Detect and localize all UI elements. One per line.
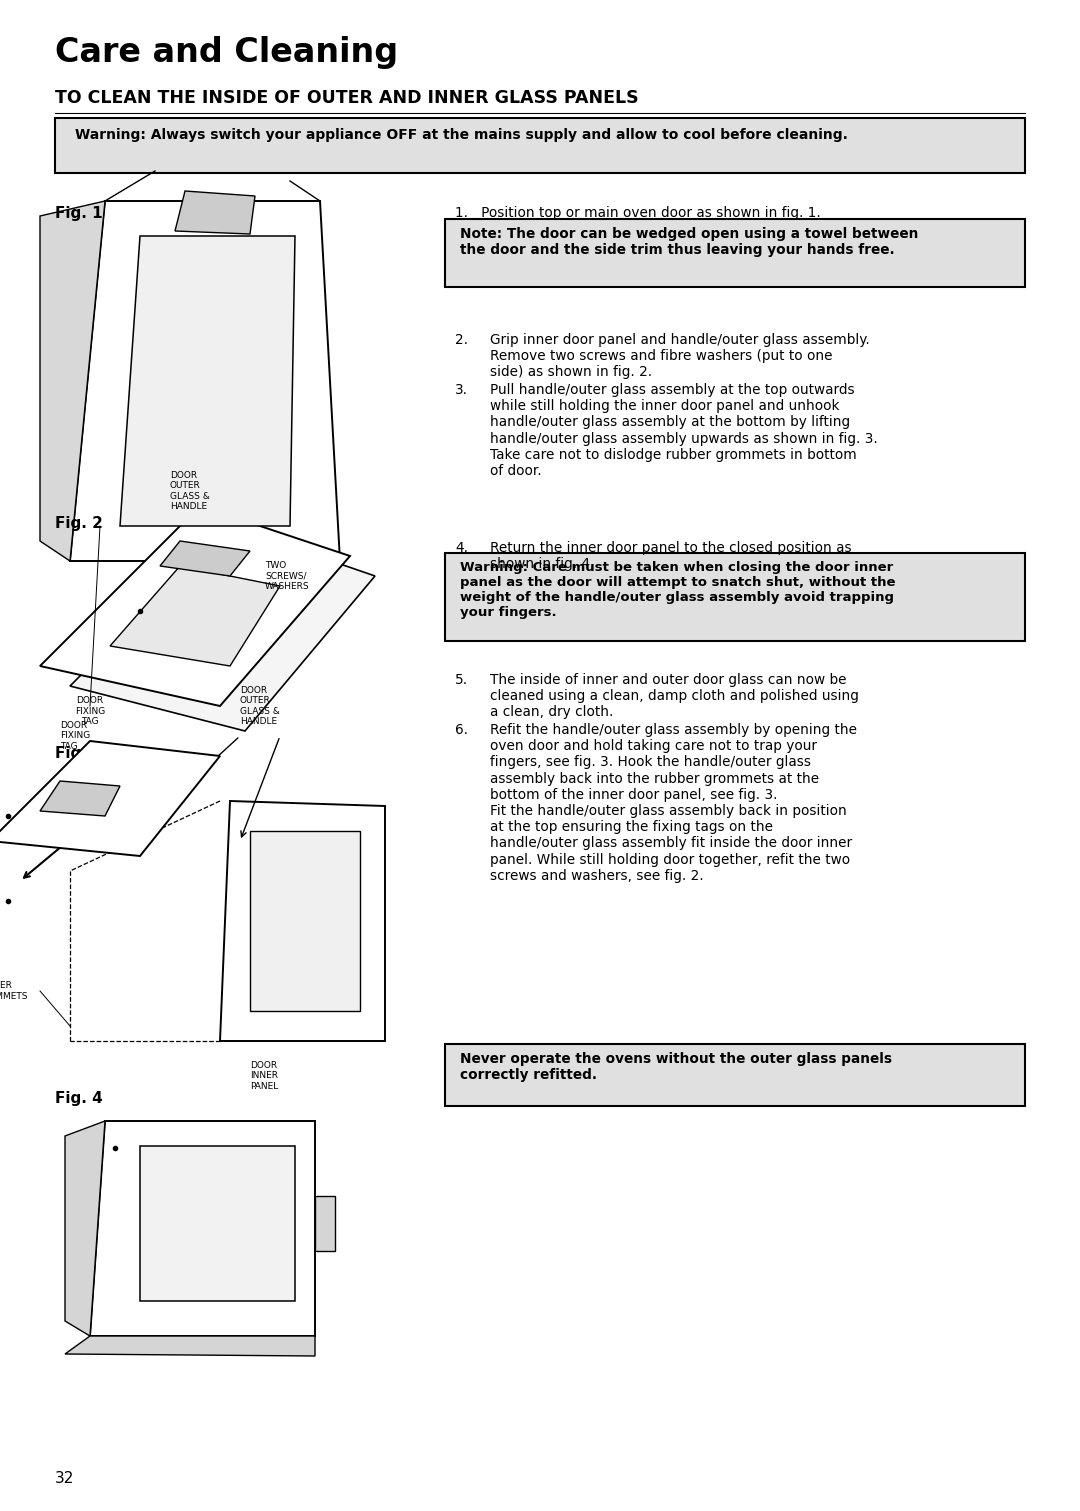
Text: DOOR
FIXING
TAG: DOOR FIXING TAG (60, 721, 91, 751)
FancyBboxPatch shape (55, 118, 1025, 172)
Text: 2.: 2. (455, 332, 468, 348)
Text: 1.   Position top or main oven door as shown in fig. 1.: 1. Position top or main oven door as sho… (455, 205, 821, 221)
Polygon shape (40, 201, 105, 561)
Text: DOOR
OUTER
GLASS &
HANDLE: DOOR OUTER GLASS & HANDLE (240, 686, 280, 725)
Text: Grip inner door panel and handle/outer glass assembly.
Remove two screws and fib: Grip inner door panel and handle/outer g… (490, 332, 869, 379)
Text: 3.: 3. (455, 382, 468, 397)
Text: TWO
SCREWS/
WASHERS: TWO SCREWS/ WASHERS (265, 561, 310, 591)
Text: Fig. 1: Fig. 1 (55, 205, 103, 221)
Text: DOOR
OUTER
GLASS &
HANDLE: DOOR OUTER GLASS & HANDLE (170, 471, 210, 511)
Text: Fig. 4: Fig. 4 (55, 1091, 103, 1106)
Polygon shape (65, 1121, 105, 1336)
Polygon shape (70, 526, 375, 731)
Text: DOOR
INNER
PANEL: DOOR INNER PANEL (249, 1061, 279, 1091)
Text: Note: The door can be wedged open using a towel between
the door and the side tr: Note: The door can be wedged open using … (460, 227, 918, 257)
Bar (140, 1145, 295, 1301)
Text: 4.: 4. (455, 541, 468, 555)
FancyBboxPatch shape (445, 219, 1025, 287)
Polygon shape (220, 801, 384, 1041)
Text: Care and Cleaning: Care and Cleaning (55, 36, 399, 70)
Polygon shape (120, 236, 295, 526)
Text: Never operate the ovens without the outer glass panels
correctly refitted.: Never operate the ovens without the oute… (460, 1052, 892, 1082)
FancyBboxPatch shape (445, 1044, 1025, 1106)
Text: 6.: 6. (455, 722, 468, 737)
Polygon shape (175, 190, 255, 234)
Polygon shape (160, 541, 249, 576)
Polygon shape (90, 1121, 315, 1336)
Polygon shape (0, 740, 220, 857)
Polygon shape (65, 1336, 315, 1355)
Text: TO CLEAN THE INSIDE OF OUTER AND INNER GLASS PANELS: TO CLEAN THE INSIDE OF OUTER AND INNER G… (55, 89, 638, 107)
Text: RUBBER
GROMMETS: RUBBER GROMMETS (0, 981, 27, 1000)
Text: Fig. 2: Fig. 2 (55, 515, 103, 530)
Text: Fig. 3: Fig. 3 (55, 746, 103, 762)
Text: Return the inner door panel to the closed position as
shown in fig. 4.: Return the inner door panel to the close… (490, 541, 852, 571)
Text: Pull handle/outer glass assembly at the top outwards
while still holding the inn: Pull handle/outer glass assembly at the … (490, 382, 878, 477)
Text: Warning: Always switch your appliance OFF at the mains supply and allow to cool : Warning: Always switch your appliance OF… (75, 128, 848, 142)
Polygon shape (70, 201, 340, 561)
Text: Warning: Care must be taken when closing the door inner
panel as the door will a: Warning: Care must be taken when closing… (460, 561, 895, 620)
FancyBboxPatch shape (445, 553, 1025, 641)
Polygon shape (110, 567, 280, 666)
Text: 32: 32 (55, 1472, 75, 1485)
Text: DOOR
FIXING
TAG: DOOR FIXING TAG (75, 697, 105, 725)
Text: 5.: 5. (455, 672, 468, 688)
Text: Refit the handle/outer glass assembly by opening the
oven door and hold taking c: Refit the handle/outer glass assembly by… (490, 722, 858, 882)
Bar (249, 831, 360, 1011)
Polygon shape (40, 781, 120, 816)
Text: The inside of inner and outer door glass can now be
cleaned using a clean, damp : The inside of inner and outer door glass… (490, 672, 859, 719)
Polygon shape (40, 506, 350, 706)
Bar (315, 1197, 335, 1251)
